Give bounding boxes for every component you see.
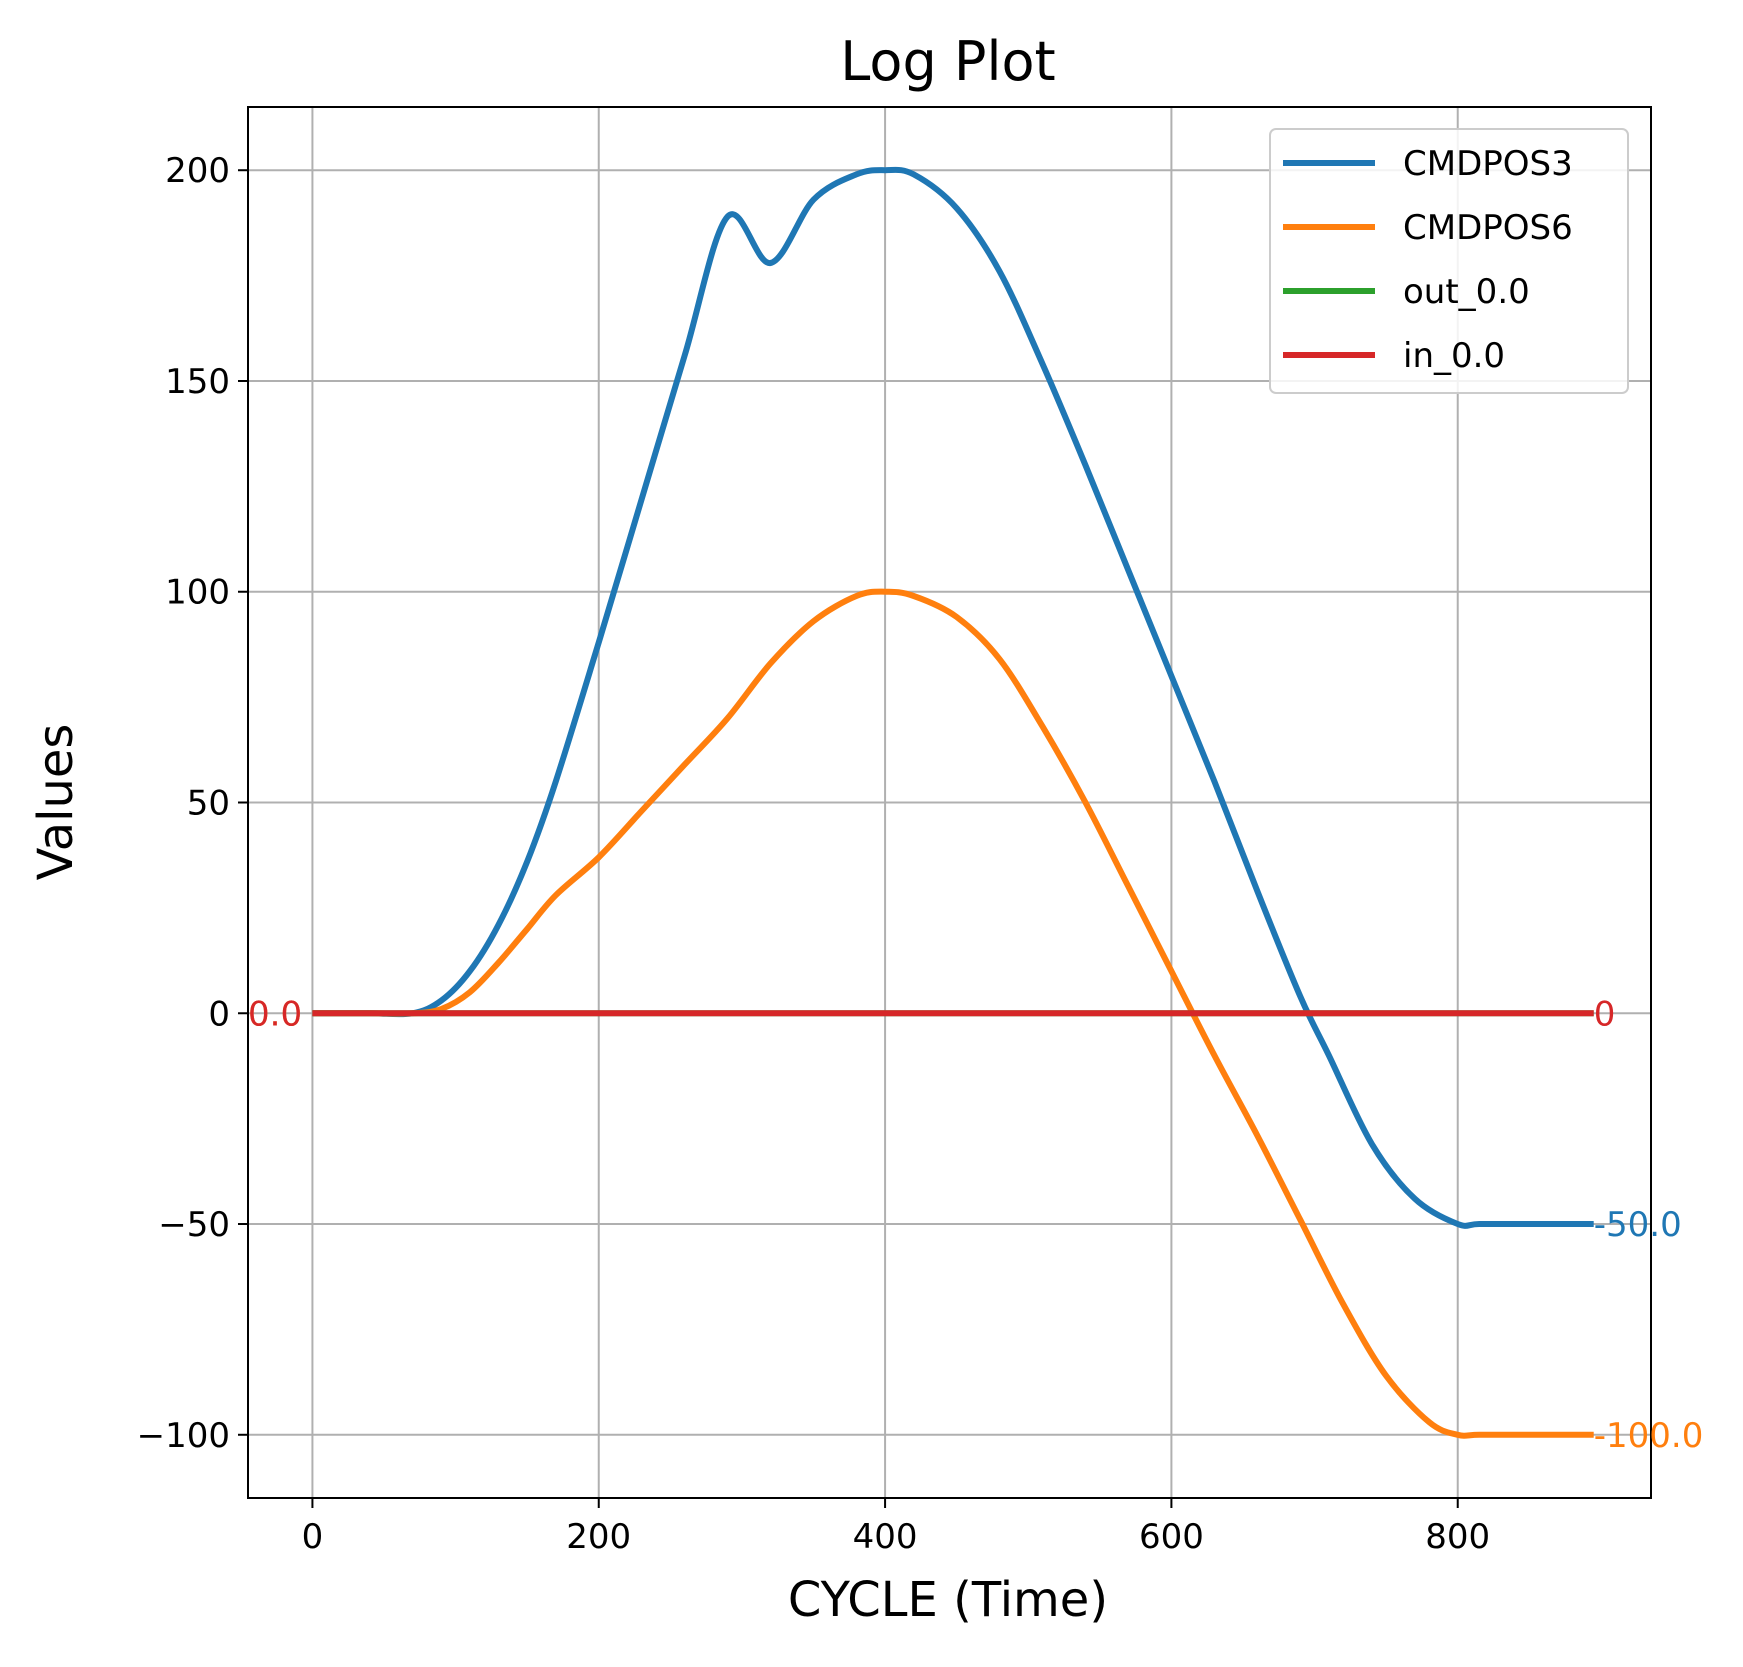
y-tick-label: 200 [165, 151, 230, 191]
end-value-labels: 0.00.0-50.0-100.00 [248, 994, 1703, 1456]
y-tick-label: −100 [137, 1416, 230, 1456]
y-tick-label: 100 [165, 573, 230, 613]
y-axis-ticks: −100 −50 0 50 100 150 200 [137, 151, 248, 1456]
end-value-label: 0.0 [248, 994, 302, 1034]
legend-items: CMDPOS3 CMDPOS6 out_0.0 in_0.0 [1283, 144, 1573, 376]
end-value-label: 0 [1594, 994, 1616, 1034]
y-tick-label: 150 [165, 362, 230, 402]
series-lines [312, 166, 1594, 1439]
series-line-0 [312, 166, 1594, 1229]
x-tick-label: 800 [1425, 1517, 1490, 1557]
x-tick-label: 400 [853, 1517, 918, 1557]
chart-title: Log Plot [840, 30, 1055, 93]
x-tick-label: 200 [566, 1517, 631, 1557]
legend-label: in_0.0 [1403, 336, 1505, 376]
end-value-label: 0.0 [248, 994, 302, 1034]
y-tick-label: −50 [158, 1205, 230, 1245]
legend-label: CMDPOS6 [1403, 208, 1573, 248]
x-axis-label: CYCLE (Time) [788, 1572, 1108, 1628]
x-axis-ticks: 0 200 400 600 800 [302, 1498, 1490, 1557]
y-tick-label: 50 [187, 784, 230, 824]
legend: CMDPOS3 CMDPOS6 out_0.0 in_0.0 [1269, 128, 1629, 394]
legend-box [1269, 128, 1629, 394]
legend-label: out_0.0 [1403, 272, 1530, 312]
x-tick-label: 600 [1139, 1517, 1204, 1557]
end-value-label: -100.0 [1594, 1416, 1704, 1456]
y-tick-label: 0 [208, 994, 230, 1034]
legend-label: CMDPOS3 [1403, 144, 1573, 184]
x-tick-label: 0 [302, 1517, 324, 1557]
y-axis-label: Values [28, 724, 84, 881]
series-line-1 [312, 588, 1594, 1439]
end-value-label: -50.0 [1594, 1205, 1682, 1245]
